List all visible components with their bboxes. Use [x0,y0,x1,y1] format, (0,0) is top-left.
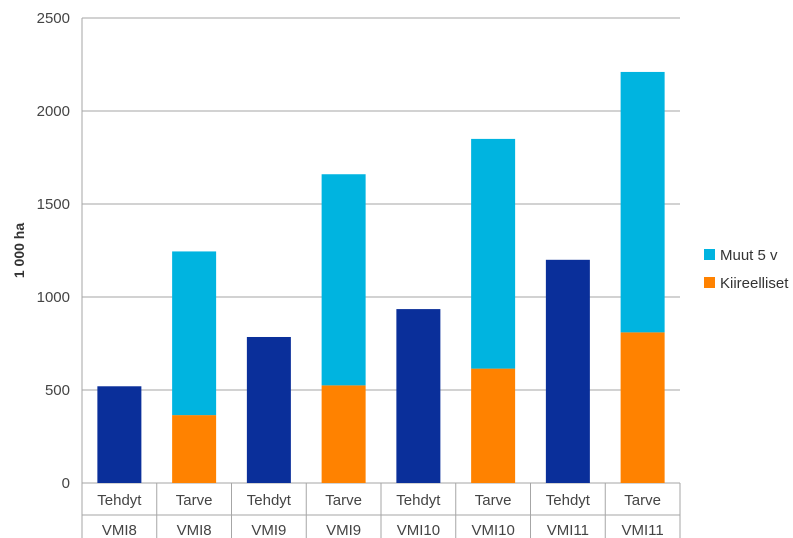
bar-muut-vmi11 [620,71,665,333]
bar-tehdyt-vmi8 [97,386,142,483]
bar-kiireelliset-vmi10 [471,368,516,483]
category-label-type: Tehdyt [546,492,591,509]
legend: Muut 5 v Kiireelliset [704,247,789,292]
bar-muut-vmi8 [172,251,217,416]
category-label-type: Tarve [176,492,213,509]
y-tick-label: 2000 [37,103,70,120]
legend-label: Muut 5 v [720,247,778,264]
category-label-type: Tarve [624,492,661,509]
category-label-group: VMI10 [471,522,514,538]
bar-tehdyt-vmi9 [246,336,291,483]
category-label-group: VMI11 [622,522,664,538]
legend-swatch [704,277,715,288]
y-tick-label: 1500 [37,196,70,213]
category-label-group: VMI8 [102,522,137,538]
y-tick-label: 500 [45,382,70,399]
category-label-type: Tarve [325,492,362,509]
legend-swatch [704,249,715,260]
y-tick-label: 2500 [37,10,70,27]
category-axis: Tehdyt VMI8 Tarve VMI8 Tehdyt VMI9 Tarve VMI9 Te… [81,483,681,538]
y-axis-label: 1 000 ha [11,223,27,278]
category-label-type: Tarve [475,492,512,509]
y-tick-label: 0 [62,475,70,492]
bar-kiireelliset-vmi8 [172,415,217,483]
category-label-type: Tehdyt [396,492,441,509]
legend-label: Kiireelliset [720,275,789,292]
bars [97,71,665,483]
bar-muut-vmi9 [321,174,366,386]
bar-tehdyt-vmi11 [545,259,590,483]
bar-muut-vmi10 [471,138,516,369]
y-tick-label: 1000 [37,289,70,306]
category-label-group: VMI9 [326,522,361,538]
grid [81,17,680,484]
bar-kiireelliset-vmi9 [321,385,366,483]
bar-kiireelliset-vmi11 [620,332,665,483]
category-label-group: VMI8 [177,522,212,538]
y-axis: 0 500 1000 1500 2000 2500 [37,10,70,492]
category-label-group: VMI11 [547,522,589,538]
bar-tehdyt-vmi10 [396,309,441,483]
category-label-group: VMI9 [251,522,286,538]
category-label-type: Tehdyt [97,492,142,509]
category-label-type: Tehdyt [247,492,292,509]
category-label-group: VMI10 [397,522,440,538]
